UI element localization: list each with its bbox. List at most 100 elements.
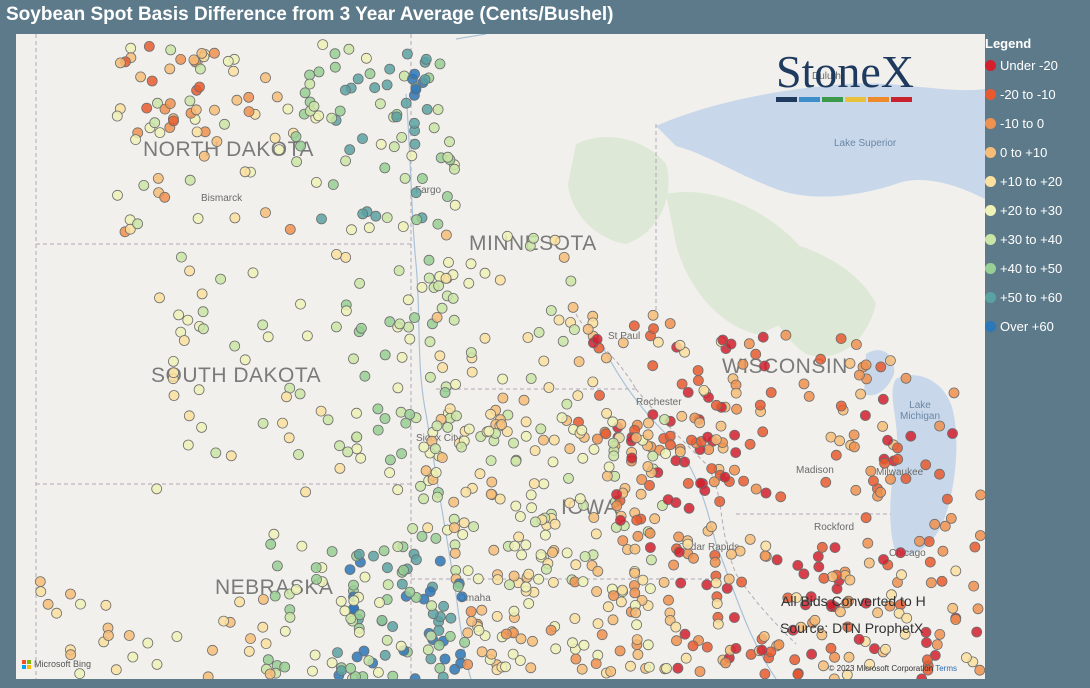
basis-point[interactable]	[504, 579, 515, 591]
basis-point[interactable]	[920, 459, 932, 471]
basis-point[interactable]	[645, 542, 656, 553]
basis-point[interactable]	[553, 314, 565, 326]
basis-point[interactable]	[420, 465, 432, 477]
basis-point[interactable]	[132, 218, 143, 230]
basis-point[interactable]	[368, 550, 379, 562]
basis-point[interactable]	[65, 588, 76, 600]
basis-point[interactable]	[631, 514, 643, 526]
basis-point[interactable]	[497, 392, 509, 404]
basis-point[interactable]	[433, 625, 445, 636]
basis-point[interactable]	[416, 173, 428, 184]
basis-point[interactable]	[379, 649, 391, 661]
basis-point[interactable]	[525, 489, 537, 501]
basis-point[interactable]	[243, 91, 255, 103]
basis-point[interactable]	[496, 419, 508, 430]
basis-point[interactable]	[875, 361, 887, 373]
basis-point[interactable]	[647, 450, 659, 462]
basis-point[interactable]	[561, 398, 573, 410]
basis-point[interactable]	[644, 479, 655, 491]
basis-point[interactable]	[449, 547, 461, 559]
basis-point[interactable]	[780, 329, 792, 341]
basis-point[interactable]	[879, 457, 890, 469]
basis-point[interactable]	[209, 104, 220, 116]
basis-point[interactable]	[476, 646, 488, 658]
basis-point[interactable]	[432, 218, 444, 230]
basis-point[interactable]	[74, 668, 86, 679]
basis-point[interactable]	[257, 594, 269, 605]
basis-point[interactable]	[905, 430, 917, 442]
basis-point[interactable]	[343, 43, 355, 55]
basis-point[interactable]	[864, 658, 875, 670]
basis-point[interactable]	[463, 277, 475, 289]
basis-point[interactable]	[921, 637, 932, 648]
basis-point[interactable]	[860, 410, 871, 421]
basis-point[interactable]	[468, 521, 480, 533]
basis-point[interactable]	[878, 554, 889, 565]
basis-point[interactable]	[601, 407, 612, 419]
basis-point[interactable]	[403, 321, 415, 333]
basis-point[interactable]	[485, 408, 497, 420]
basis-point[interactable]	[358, 645, 370, 657]
basis-point[interactable]	[515, 633, 527, 645]
basis-point[interactable]	[378, 545, 390, 557]
basis-point[interactable]	[975, 489, 985, 501]
basis-point[interactable]	[372, 667, 384, 678]
basis-point[interactable]	[798, 568, 810, 580]
basis-point[interactable]	[841, 597, 852, 609]
basis-point[interactable]	[500, 661, 511, 673]
basis-point[interactable]	[617, 337, 629, 349]
basis-point[interactable]	[543, 382, 555, 393]
basis-point[interactable]	[934, 420, 945, 432]
basis-point[interactable]	[548, 434, 560, 446]
basis-point[interactable]	[900, 473, 912, 485]
basis-point[interactable]	[197, 306, 209, 318]
basis-point[interactable]	[865, 465, 877, 477]
basis-point[interactable]	[577, 576, 589, 587]
basis-point[interactable]	[853, 633, 865, 645]
basis-point[interactable]	[151, 659, 163, 670]
basis-point[interactable]	[757, 426, 769, 438]
basis-point[interactable]	[947, 428, 958, 439]
basis-point[interactable]	[668, 559, 679, 571]
basis-point[interactable]	[549, 518, 561, 530]
basis-point[interactable]	[460, 486, 472, 498]
basis-point[interactable]	[400, 97, 412, 109]
basis-point[interactable]	[629, 587, 641, 599]
basis-point[interactable]	[424, 336, 436, 348]
basis-point[interactable]	[556, 412, 568, 424]
basis-point[interactable]	[565, 275, 577, 287]
basis-point[interactable]	[190, 104, 202, 116]
basis-point[interactable]	[603, 461, 615, 473]
basis-point[interactable]	[330, 321, 342, 333]
basis-point[interactable]	[800, 599, 811, 611]
basis-point[interactable]	[316, 213, 327, 225]
basis-point[interactable]	[676, 378, 688, 390]
basis-point[interactable]	[304, 69, 316, 81]
basis-point[interactable]	[795, 621, 807, 633]
basis-point[interactable]	[165, 44, 177, 56]
basis-point[interactable]	[607, 614, 619, 626]
basis-point[interactable]	[452, 581, 464, 592]
basis-point[interactable]	[820, 476, 832, 488]
basis-point[interactable]	[694, 417, 706, 429]
basis-point[interactable]	[514, 511, 526, 522]
basis-point[interactable]	[351, 431, 363, 443]
basis-point[interactable]	[522, 332, 534, 343]
basis-point[interactable]	[393, 265, 405, 277]
basis-point[interactable]	[103, 630, 114, 641]
basis-point[interactable]	[573, 356, 585, 368]
basis-point[interactable]	[692, 365, 704, 376]
basis-point[interactable]	[872, 607, 883, 619]
basis-point[interactable]	[334, 462, 346, 474]
basis-point[interactable]	[110, 664, 122, 676]
basis-point[interactable]	[545, 624, 557, 636]
basis-point[interactable]	[388, 141, 400, 153]
basis-point[interactable]	[645, 583, 656, 594]
basis-point[interactable]	[806, 648, 817, 660]
basis-point[interactable]	[841, 669, 853, 679]
basis-point[interactable]	[701, 641, 713, 653]
basis-point[interactable]	[616, 596, 627, 608]
legend-item[interactable]: +40 to +50	[985, 254, 1090, 283]
basis-point[interactable]	[315, 405, 327, 417]
basis-point[interactable]	[296, 540, 308, 552]
